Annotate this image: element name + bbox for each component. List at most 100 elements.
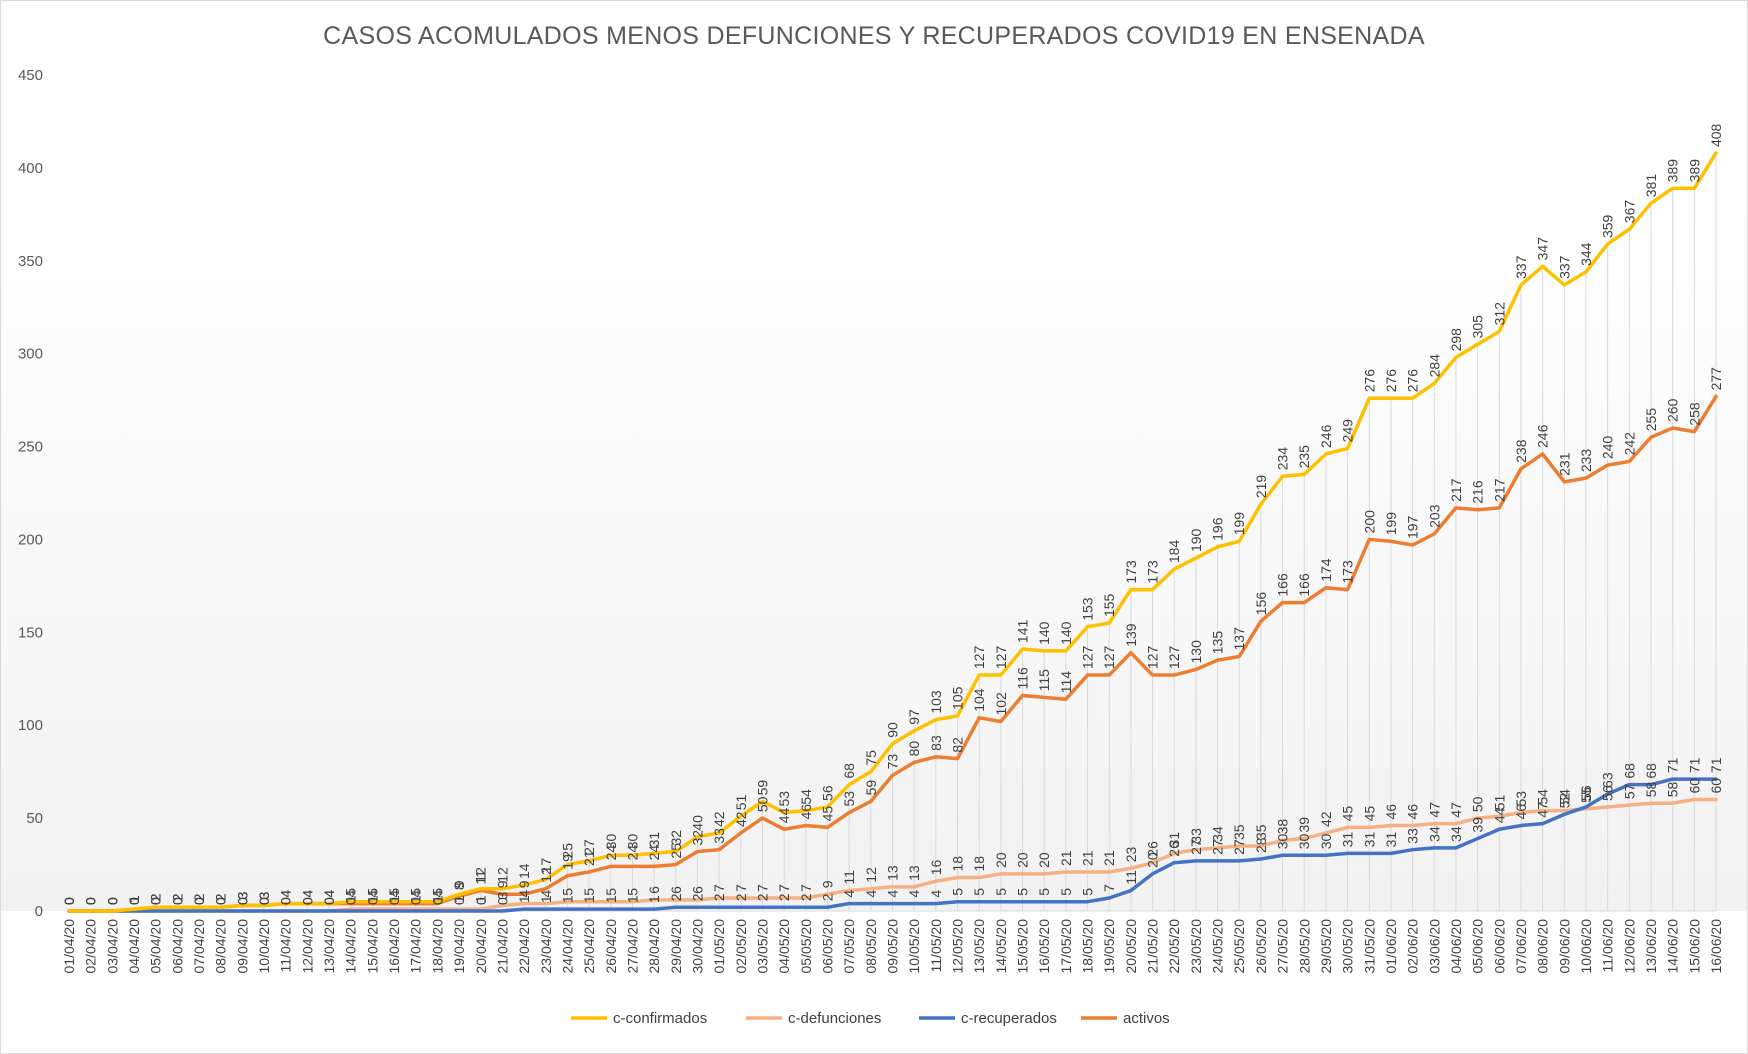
y-tick-label: 150 (18, 624, 43, 641)
data-label: 231 (1556, 452, 1572, 476)
data-label: 4 (408, 890, 424, 898)
data-label: 127 (971, 645, 987, 669)
data-label: 33 (1188, 828, 1204, 844)
data-label: 5 (1080, 888, 1096, 896)
data-label: 56 (819, 785, 835, 801)
data-label: 1 (624, 895, 640, 903)
data-label: 54 (798, 789, 814, 805)
data-label: 240 (1600, 436, 1616, 460)
legend-label-c-recuperados: c-recuperados (961, 1010, 1057, 1027)
x-tick-label: 12/06/20 (1621, 919, 1637, 974)
x-tick-label: 28/04/20 (646, 919, 662, 974)
data-label: 42 (733, 811, 749, 827)
data-label: 4 (906, 890, 922, 898)
data-label: 216 (1470, 480, 1486, 504)
data-label: 45 (1361, 806, 1377, 822)
data-label: 58 (1643, 781, 1659, 797)
data-label: 5 (1015, 888, 1031, 896)
data-label: 4 (386, 890, 402, 898)
x-tick-label: 13/05/20 (971, 919, 987, 974)
data-label: 34 (1210, 826, 1226, 842)
x-tick-label: 15/05/20 (1015, 919, 1031, 974)
x-tick-label: 05/05/20 (798, 919, 814, 974)
x-tick-label: 12/05/20 (950, 919, 966, 974)
data-label: 1 (538, 895, 554, 903)
data-label: 0 (451, 897, 467, 905)
data-label: 20 (1036, 852, 1052, 868)
data-label: 115 (1036, 669, 1052, 692)
data-label: 46 (1383, 804, 1399, 820)
data-label: 47 (1535, 802, 1551, 818)
data-label: 56 (1578, 785, 1594, 801)
data-label: 82 (950, 737, 966, 753)
data-label: 199 (1383, 512, 1399, 536)
data-label: 135 (1210, 631, 1226, 655)
data-label: 45 (819, 806, 835, 822)
data-label: 0 (104, 897, 120, 905)
data-label: 21 (1080, 850, 1096, 866)
data-label: 5 (408, 888, 424, 896)
data-label: 80 (906, 741, 922, 757)
data-label: 258 (1686, 402, 1702, 426)
x-tick-label: 10/04/20 (256, 919, 272, 974)
data-label: 0 (278, 897, 294, 905)
data-label: 5 (624, 888, 640, 896)
x-tick-label: 13/04/20 (321, 919, 337, 974)
x-tick-label: 06/04/20 (169, 919, 185, 974)
data-label: 5 (1036, 888, 1052, 896)
data-label: 51 (1491, 794, 1507, 810)
data-label: 30 (624, 833, 640, 849)
data-label: 0 (126, 897, 142, 905)
x-tick-label: 17/04/20 (408, 919, 424, 974)
x-tick-label: 16/06/20 (1708, 919, 1724, 974)
data-label: 0 (83, 897, 99, 905)
data-label: 46 (1405, 804, 1421, 820)
data-label: 5 (993, 888, 1009, 896)
data-label: 1 (473, 895, 489, 903)
x-tick-label: 11/04/20 (278, 919, 294, 973)
data-label: 9 (516, 880, 532, 888)
data-label: 5 (971, 888, 987, 896)
data-label: 30 (603, 833, 619, 849)
data-label: 203 (1426, 504, 1442, 528)
data-label: 1 (581, 895, 597, 903)
legend-label-c-defunciones: c-defunciones (788, 1010, 881, 1027)
x-tick-label: 22/05/20 (1166, 919, 1182, 974)
data-label: 196 (1210, 517, 1226, 541)
data-label: 284 (1426, 354, 1442, 378)
data-label: 141 (1015, 619, 1031, 643)
data-label: 2 (148, 893, 164, 901)
x-tick-label: 01/06/20 (1383, 919, 1399, 974)
data-label: 0 (343, 897, 359, 905)
x-tick-label: 19/04/20 (451, 919, 467, 974)
data-label: 97 (906, 709, 922, 725)
data-label: 0 (61, 897, 77, 905)
data-label: 30 (1275, 833, 1291, 849)
data-label: 54 (1556, 789, 1572, 805)
data-label: 34 (1426, 826, 1442, 842)
data-label: 9 (451, 880, 467, 888)
y-tick-label: 400 (18, 160, 43, 177)
data-label: 4 (278, 890, 294, 898)
x-tick-label: 02/06/20 (1405, 919, 1421, 974)
data-label: 4 (321, 890, 337, 898)
data-label: 5 (581, 888, 597, 896)
x-tick-label: 07/06/20 (1513, 919, 1529, 974)
x-tick-label: 01/04/20 (61, 919, 77, 974)
data-label: 0 (213, 897, 229, 905)
data-label: 114 (1058, 671, 1074, 694)
y-tick-label: 0 (35, 903, 43, 920)
data-label: 42 (711, 811, 727, 827)
y-tick-label: 450 (18, 67, 43, 84)
data-label: 2 (798, 893, 814, 901)
data-label: 4 (863, 890, 879, 898)
data-label: 156 (1253, 592, 1269, 616)
data-label: 26 (1166, 841, 1182, 857)
data-label: 3 (256, 891, 272, 899)
data-label: 4 (538, 890, 554, 898)
data-label: 4 (841, 890, 857, 898)
x-tick-label: 06/06/20 (1491, 919, 1507, 974)
data-label: 235 (1296, 445, 1312, 469)
data-label: 52 (1556, 793, 1572, 809)
data-label: 39 (1470, 817, 1486, 833)
